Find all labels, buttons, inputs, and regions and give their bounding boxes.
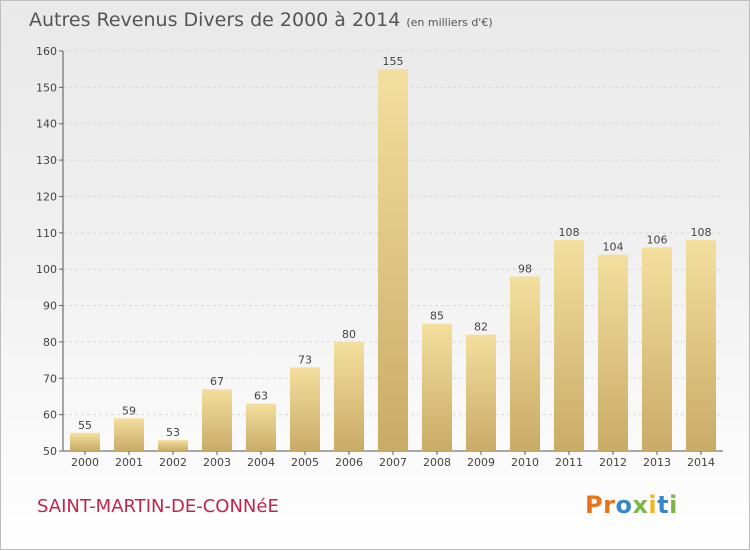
- x-tick-label: 2011: [555, 456, 583, 469]
- bar-value-label: 73: [298, 353, 312, 366]
- bar-value-label: 59: [122, 404, 136, 417]
- x-tick-label: 2013: [643, 456, 671, 469]
- bar-2008: [422, 323, 452, 451]
- bar-value-label: 98: [518, 262, 532, 275]
- y-tick-label: 60: [43, 409, 57, 422]
- logo-letter: i: [669, 491, 678, 519]
- bar-value-label: 104: [603, 241, 624, 254]
- x-tick-label: 2006: [335, 456, 363, 469]
- logo-letter: r: [603, 491, 616, 519]
- bar-2013: [642, 247, 672, 451]
- bar-2001: [114, 418, 144, 451]
- bar-value-label: 85: [430, 310, 444, 323]
- y-tick-label: 90: [43, 300, 57, 313]
- bar-value-label: 55: [78, 419, 92, 432]
- bar-value-label: 108: [691, 226, 712, 239]
- bar-2012: [598, 254, 628, 451]
- y-tick-label: 80: [43, 336, 57, 349]
- x-tick-label: 2008: [423, 456, 451, 469]
- x-tick-label: 2000: [71, 456, 99, 469]
- y-tick-label: 50: [43, 445, 57, 458]
- x-tick-label: 2003: [203, 456, 231, 469]
- y-tick-label: 160: [36, 45, 57, 58]
- bar-value-label: 82: [474, 321, 488, 334]
- chart-title: Autres Revenus Divers de 2000 à 2014 (en …: [29, 9, 493, 31]
- bars: [70, 69, 716, 451]
- bar-2011: [554, 240, 584, 451]
- proxiti-logo: Proxiti: [585, 491, 678, 519]
- bar-value-label: 106: [647, 233, 668, 246]
- x-tick-label: 2007: [379, 456, 407, 469]
- x-tick-label: 2001: [115, 456, 143, 469]
- y-tick-label: 120: [36, 190, 57, 203]
- commune-name: SAINT-MARTIN-DE-CONNéE: [37, 496, 279, 517]
- bar-2010: [510, 276, 540, 451]
- bar-value-label: 63: [254, 390, 268, 403]
- logo-letter: t: [657, 491, 670, 519]
- logo-letter: o: [615, 491, 633, 519]
- bar-2000: [70, 432, 100, 451]
- logo-letter: P: [585, 491, 604, 519]
- bar-value-label: 108: [559, 226, 580, 239]
- y-tick-label: 140: [36, 118, 57, 131]
- logo-letter: i: [648, 491, 658, 519]
- bar-2007: [378, 69, 408, 451]
- x-tick-label: 2002: [159, 456, 187, 469]
- bar-value-label: 155: [383, 55, 404, 68]
- bar-2002: [158, 440, 188, 451]
- bar-value-label: 67: [210, 375, 224, 388]
- y-tick-label: 150: [36, 81, 57, 94]
- x-tick-label: 2004: [247, 456, 275, 469]
- x-tick-label: 2010: [511, 456, 539, 469]
- x-tick-label: 2009: [467, 456, 495, 469]
- labels: 50 60 70 80 90 100 110 120 130 140 150 160 55 2000 59 2…: [36, 45, 715, 469]
- bar-2009: [466, 334, 496, 451]
- y-tick-label: 100: [36, 263, 57, 276]
- bar-2005: [290, 367, 320, 451]
- bar-value-label: 53: [166, 426, 180, 439]
- bar-2004: [246, 403, 276, 451]
- x-tick-label: 2014: [687, 456, 715, 469]
- x-tick-label: 2005: [291, 456, 319, 469]
- y-tick-label: 110: [36, 227, 57, 240]
- y-tick-label: 70: [43, 372, 57, 385]
- chart-title-text: Autres Revenus Divers de 2000 à 2014: [29, 9, 401, 31]
- logo-letter: x: [632, 491, 649, 519]
- y-tick-label: 130: [36, 154, 57, 167]
- bar-value-label: 80: [342, 328, 356, 341]
- x-tick-label: 2012: [599, 456, 627, 469]
- chart-subtitle: (en milliers d'€): [406, 16, 493, 29]
- bar-2006: [334, 341, 364, 451]
- bar-2014: [686, 240, 716, 451]
- bar-2003: [202, 389, 232, 451]
